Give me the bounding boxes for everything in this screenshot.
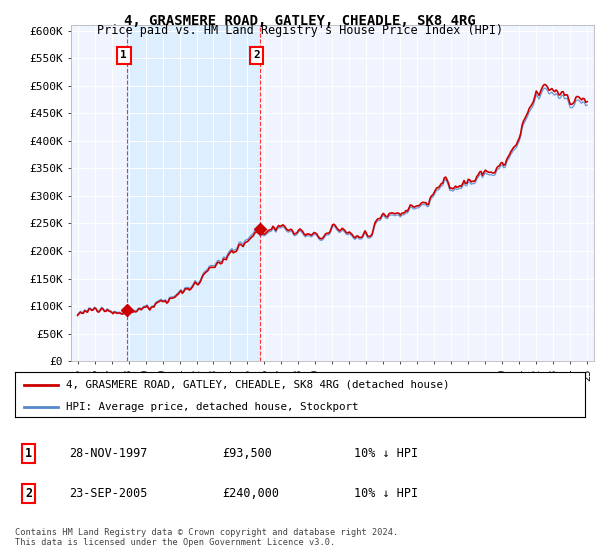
Text: 2: 2 — [253, 50, 260, 60]
Text: HPI: Average price, detached house, Stockport: HPI: Average price, detached house, Stoc… — [66, 402, 359, 412]
Text: 10% ↓ HPI: 10% ↓ HPI — [354, 447, 418, 460]
Text: Price paid vs. HM Land Registry's House Price Index (HPI): Price paid vs. HM Land Registry's House … — [97, 24, 503, 36]
Text: 4, GRASMERE ROAD, GATLEY, CHEADLE, SK8 4RG (detached house): 4, GRASMERE ROAD, GATLEY, CHEADLE, SK8 4… — [66, 380, 450, 390]
Text: £240,000: £240,000 — [222, 487, 279, 501]
Text: 1: 1 — [121, 50, 127, 60]
Text: 28-NOV-1997: 28-NOV-1997 — [69, 447, 148, 460]
Text: 4, GRASMERE ROAD, GATLEY, CHEADLE, SK8 4RG: 4, GRASMERE ROAD, GATLEY, CHEADLE, SK8 4… — [124, 14, 476, 28]
Text: 2: 2 — [25, 487, 32, 501]
Text: 10% ↓ HPI: 10% ↓ HPI — [354, 487, 418, 501]
Text: 23-SEP-2005: 23-SEP-2005 — [69, 487, 148, 501]
Bar — [127, 25, 260, 361]
Text: 1: 1 — [25, 447, 32, 460]
Text: £93,500: £93,500 — [222, 447, 272, 460]
Text: Contains HM Land Registry data © Crown copyright and database right 2024.
This d: Contains HM Land Registry data © Crown c… — [15, 528, 398, 547]
